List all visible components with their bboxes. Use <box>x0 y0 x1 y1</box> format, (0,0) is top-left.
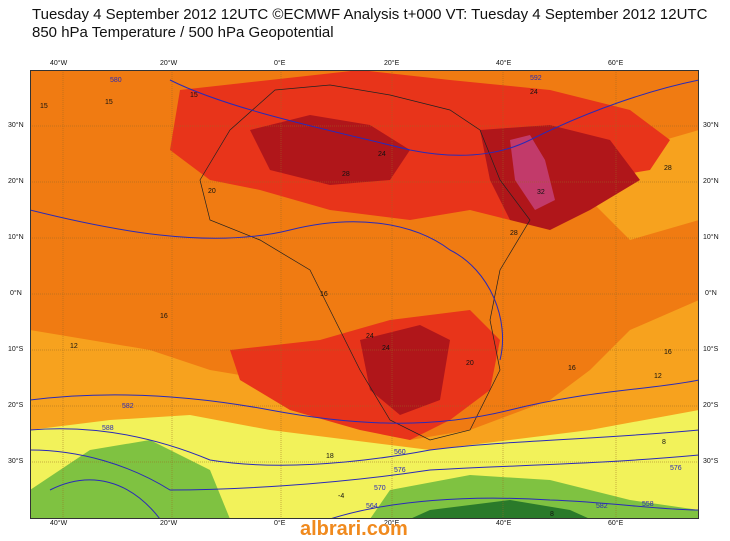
temperature-label: 8 <box>550 511 554 518</box>
geopotential-label: 558 <box>642 501 654 508</box>
lon-label-top: 40°W <box>50 60 68 67</box>
temperature-label: 16 <box>160 313 168 320</box>
temperature-label: 15 <box>105 99 113 106</box>
geopotential-label: 582 <box>596 503 608 510</box>
lat-label-left: 30°N <box>8 122 24 129</box>
lat-label-right: 20°S <box>703 402 719 409</box>
lat-label-right: 30°S <box>703 458 719 465</box>
map-title-line-2: 850 hPa Temperature / 500 hPa Geopotenti… <box>32 24 334 41</box>
temperature-label: 24 <box>366 333 374 340</box>
geopotential-label: 592 <box>530 75 542 82</box>
temperature-label: 15 <box>190 92 198 99</box>
temperature-label: 24 <box>382 345 390 352</box>
temperature-label: 32 <box>537 189 545 196</box>
temperature-label: 28 <box>510 230 518 237</box>
lat-label-left: 30°S <box>8 458 24 465</box>
geopotential-contours <box>30 79 699 519</box>
weather-map: 580 15 15 15 20 24 28 24 32 28 16 16 12 … <box>30 70 699 519</box>
temperature-band-extreme-south <box>360 325 450 415</box>
geopotential-label: 576 <box>670 465 682 472</box>
lat-label-right: 30°N <box>703 122 719 129</box>
temperature-label: 12 <box>654 373 662 380</box>
geopotential-label: 560 <box>394 449 406 456</box>
lat-label-left: 20°S <box>8 402 24 409</box>
temperature-band-coldest <box>410 500 590 519</box>
temperature-label: 24 <box>378 151 386 158</box>
lon-label-bottom: 0°E <box>274 520 286 527</box>
temperature-label: 28 <box>664 165 672 172</box>
lat-label-right: 10°S <box>703 346 719 353</box>
lat-label-left: 0°N <box>10 290 22 297</box>
lon-label-bottom: 40°W <box>50 520 68 527</box>
temperature-label: 16 <box>320 291 328 298</box>
geopotential-label: 570 <box>374 485 386 492</box>
lat-label-left: 20°N <box>8 178 24 185</box>
graticule <box>30 70 699 519</box>
contour-labels: 580 15 15 15 20 24 28 24 32 28 16 16 12 … <box>40 75 682 518</box>
lat-label-left: 10°N <box>8 234 24 241</box>
lon-label-bottom: 40°E <box>496 520 512 527</box>
geopotential-label: 588 <box>102 425 114 432</box>
lon-label-top: 20°W <box>160 60 178 67</box>
lat-label-left: 10°S <box>8 346 24 353</box>
map-title-line-1: Tuesday 4 September 2012 12UTC ©ECMWF An… <box>32 6 708 23</box>
temperature-label: -4 <box>338 493 344 500</box>
temperature-label: 24 <box>530 89 538 96</box>
lon-label-bottom: 20°W <box>160 520 178 527</box>
temperature-band-max <box>510 135 555 210</box>
lat-label-right: 10°N <box>703 234 719 241</box>
temperature-label: 20 <box>466 360 474 367</box>
lon-label-top: 20°E <box>384 60 400 67</box>
africa-coastline <box>199 84 531 441</box>
lat-label-right: 20°N <box>703 178 719 185</box>
geopotential-label: 564 <box>366 503 378 510</box>
lat-label-right: 0°N <box>705 290 717 297</box>
geopotential-label: 582 <box>122 403 134 410</box>
geopotential-label: 576 <box>394 467 406 474</box>
site-watermark: albrari.com <box>300 518 408 540</box>
temperature-label: 8 <box>662 439 666 446</box>
lon-label-top: 0°E <box>274 60 286 67</box>
temperature-band-extreme-north <box>250 115 410 185</box>
temperature-label: 18 <box>326 453 334 460</box>
lon-label-top: 40°E <box>496 60 512 67</box>
temperature-label: 12 <box>70 343 78 350</box>
geopotential-label: 580 <box>110 77 122 84</box>
lon-label-bottom: 20°E <box>384 520 400 527</box>
lon-label-top: 60°E <box>608 60 624 67</box>
temperature-band-cool <box>30 440 230 519</box>
temperature-label: 16 <box>568 365 576 372</box>
lon-label-bottom: 60°E <box>608 520 624 527</box>
temperature-label: 20 <box>208 188 216 195</box>
temperature-label: 15 <box>40 103 48 110</box>
temperature-label: 28 <box>342 171 350 178</box>
temperature-label: 16 <box>664 349 672 356</box>
